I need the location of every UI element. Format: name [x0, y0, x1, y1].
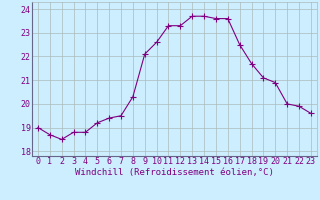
X-axis label: Windchill (Refroidissement éolien,°C): Windchill (Refroidissement éolien,°C): [75, 168, 274, 177]
